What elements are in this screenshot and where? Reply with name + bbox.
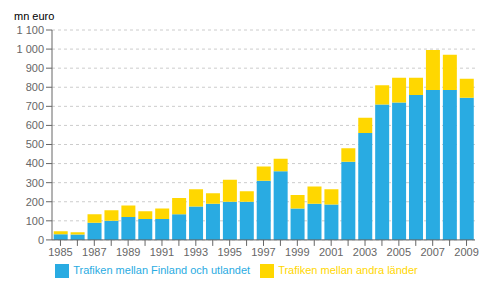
svg-text:400: 400 [26,157,44,169]
html-text:Trafiken mellan andra länder: Trafiken mellan andra länder [278,263,418,276]
svg-text:1987: 1987 [82,246,106,258]
svg-text:600: 600 [26,119,44,131]
svg-text:1 000: 1 000 [16,43,44,55]
svg-text:200: 200 [26,196,44,208]
svg-text:1985: 1985 [48,246,72,258]
svg-text:300: 300 [26,177,44,189]
svg-text:700: 700 [26,100,44,112]
svg-text:100: 100 [26,215,44,227]
svg-text:800: 800 [26,81,44,93]
svg-text:500: 500 [26,138,44,150]
svg-text:2007: 2007 [420,246,444,258]
html-text:mn euro: mn euro [14,10,55,22]
svg-text:1989: 1989 [116,246,140,258]
svg-text:1997: 1997 [251,246,275,258]
html-text:Trafiken mellan Finland och ut: Trafiken mellan Finland och utlandet [73,263,251,276]
svg-text:2009: 2009 [454,246,478,258]
svg-text:1995: 1995 [217,246,241,258]
svg-text:2001: 2001 [319,246,343,258]
svg-text:2005: 2005 [387,246,411,258]
svg-text:2003: 2003 [353,246,377,258]
svg-text:1993: 1993 [184,246,208,258]
svg-text:900: 900 [26,62,44,74]
svg-text:1991: 1991 [150,246,174,258]
svg-text:1 100: 1 100 [16,24,44,36]
svg-text:1999: 1999 [285,246,309,258]
svg-text:0: 0 [38,234,44,246]
